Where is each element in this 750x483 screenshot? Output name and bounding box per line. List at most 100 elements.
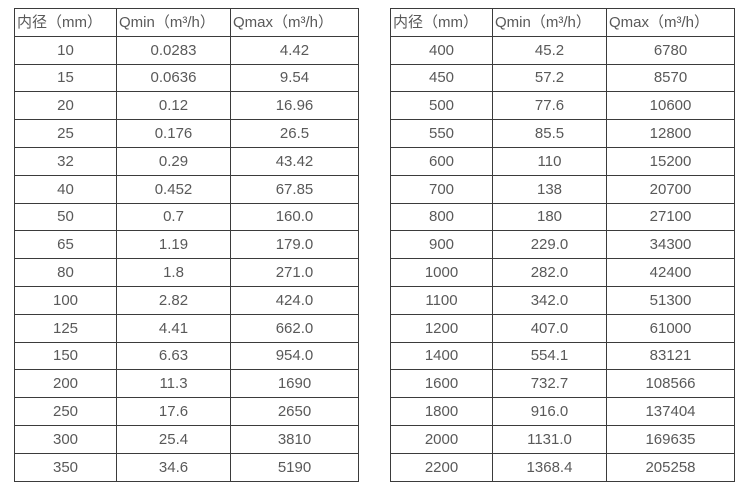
table-row: 200 11.3 1690 (14, 369, 359, 399)
table-cell: 65 (14, 230, 117, 260)
table-cell: 1200 (390, 313, 493, 343)
table-row: 300 25.4 3810 (14, 424, 359, 454)
table-cell: 0.7 (116, 202, 231, 232)
table-cell: 27100 (606, 202, 735, 232)
table-cell: 160.0 (230, 202, 359, 232)
table-cell: 50 (14, 202, 117, 232)
table-row: 150 6.63 954.0 (14, 341, 359, 371)
table-cell: 2.82 (116, 285, 231, 315)
table-row: 40 0.452 67.85 (14, 174, 359, 204)
table-cell: 250 (14, 397, 117, 426)
table-row: 250 17.6 2650 (14, 397, 359, 426)
table-cell: 77.6 (492, 91, 607, 121)
table-cell: 1131.0 (492, 424, 607, 454)
table-cell: 550 (390, 119, 493, 148)
table-cell: 0.0283 (116, 35, 231, 65)
table-cell: 57.2 (492, 63, 607, 93)
table-row: 65 1.19 179.0 (14, 230, 359, 260)
table-cell: 0.0636 (116, 63, 231, 93)
table-cell: 43.42 (230, 146, 359, 176)
table-row: 32 0.29 43.42 (14, 146, 359, 176)
table-cell: 80 (14, 258, 117, 287)
table-cell: 61000 (606, 313, 735, 343)
table-cell: 6.63 (116, 341, 231, 371)
table-cell: 1368.4 (492, 452, 607, 482)
table-row: 450 57.2 8570 (390, 63, 735, 93)
table-cell: 205258 (606, 452, 735, 482)
table-cell: 732.7 (492, 369, 607, 399)
table-cell: 10 (14, 35, 117, 65)
table-cell: 1600 (390, 369, 493, 399)
table-cell: 407.0 (492, 313, 607, 343)
table-cell: 1.8 (116, 258, 231, 287)
table-cell: 100 (14, 285, 117, 315)
table-cell: 8570 (606, 63, 735, 93)
table-row: 900 229.0 34300 (390, 230, 735, 260)
table-cell: 32 (14, 146, 117, 176)
table-cell: 34300 (606, 230, 735, 260)
table-cell: 662.0 (230, 313, 359, 343)
table-cell: 424.0 (230, 285, 359, 315)
header-inner-diameter: 内径（mm） (14, 8, 117, 37)
table-cell: 51300 (606, 285, 735, 315)
table-cell: 0.12 (116, 91, 231, 121)
table-cell: 5190 (230, 452, 359, 482)
table-cell: 108566 (606, 369, 735, 399)
table-row: 1600 732.7 108566 (390, 369, 735, 399)
table-cell: 400 (390, 35, 493, 65)
table-row: 800 180 27100 (390, 202, 735, 232)
table-cell: 110 (492, 146, 607, 176)
table-cell: 300 (14, 424, 117, 454)
table-row: 15 0.0636 9.54 (14, 63, 359, 93)
table-cell: 40 (14, 174, 117, 204)
table-cell: 169635 (606, 424, 735, 454)
table-cell: 554.1 (492, 341, 607, 371)
table-cell: 271.0 (230, 258, 359, 287)
table-cell: 600 (390, 146, 493, 176)
table-row: 10 0.0283 4.42 (14, 35, 359, 65)
flow-table-large-diameters: 内径（mm） Qmin（m³/h） Qmax（m³/h） 400 45.2 6780… (390, 8, 735, 482)
table-cell: 2200 (390, 452, 493, 482)
table-cell: 800 (390, 202, 493, 232)
table-cell: 125 (14, 313, 117, 343)
table-row: 350 34.6 5190 (14, 452, 359, 482)
header-inner-diameter: 内径（mm） (390, 8, 493, 37)
table-cell: 350 (14, 452, 117, 482)
table-cell: 150 (14, 341, 117, 371)
table-cell: 85.5 (492, 119, 607, 148)
table-cell: 2650 (230, 397, 359, 426)
table-cell: 4.41 (116, 313, 231, 343)
table-row: 700 138 20700 (390, 174, 735, 204)
table-row: 600 110 15200 (390, 146, 735, 176)
table-cell: 179.0 (230, 230, 359, 260)
table-row: 1000 282.0 42400 (390, 258, 735, 287)
table-row: 25 0.176 26.5 (14, 119, 359, 148)
table-cell: 10600 (606, 91, 735, 121)
table-row: 500 77.6 10600 (390, 91, 735, 121)
table-cell: 42400 (606, 258, 735, 287)
table-cell: 26.5 (230, 119, 359, 148)
table-cell: 450 (390, 63, 493, 93)
table-cell: 342.0 (492, 285, 607, 315)
table-cell: 16.96 (230, 91, 359, 121)
table-row: 2200 1368.4 205258 (390, 452, 735, 482)
table-cell: 0.452 (116, 174, 231, 204)
table-cell: 25 (14, 119, 117, 148)
table-row: 550 85.5 12800 (390, 119, 735, 148)
table-row: 20 0.12 16.96 (14, 91, 359, 121)
table-cell: 1800 (390, 397, 493, 426)
table-cell: 138 (492, 174, 607, 204)
table-cell: 137404 (606, 397, 735, 426)
table-row: 50 0.7 160.0 (14, 202, 359, 232)
table-row: 1400 554.1 83121 (390, 341, 735, 371)
table-cell: 900 (390, 230, 493, 260)
table-cell: 17.6 (116, 397, 231, 426)
table-cell: 954.0 (230, 341, 359, 371)
header-qmin: Qmin（m³/h） (492, 8, 607, 37)
table-cell: 1400 (390, 341, 493, 371)
table-cell: 200 (14, 369, 117, 399)
flow-table-small-diameters: 内径（mm） Qmin（m³/h） Qmax（m³/h） 10 0.0283 4.4… (14, 8, 359, 482)
table-row: 2000 1131.0 169635 (390, 424, 735, 454)
table-row: 1100 342.0 51300 (390, 285, 735, 315)
table-cell: 1.19 (116, 230, 231, 260)
